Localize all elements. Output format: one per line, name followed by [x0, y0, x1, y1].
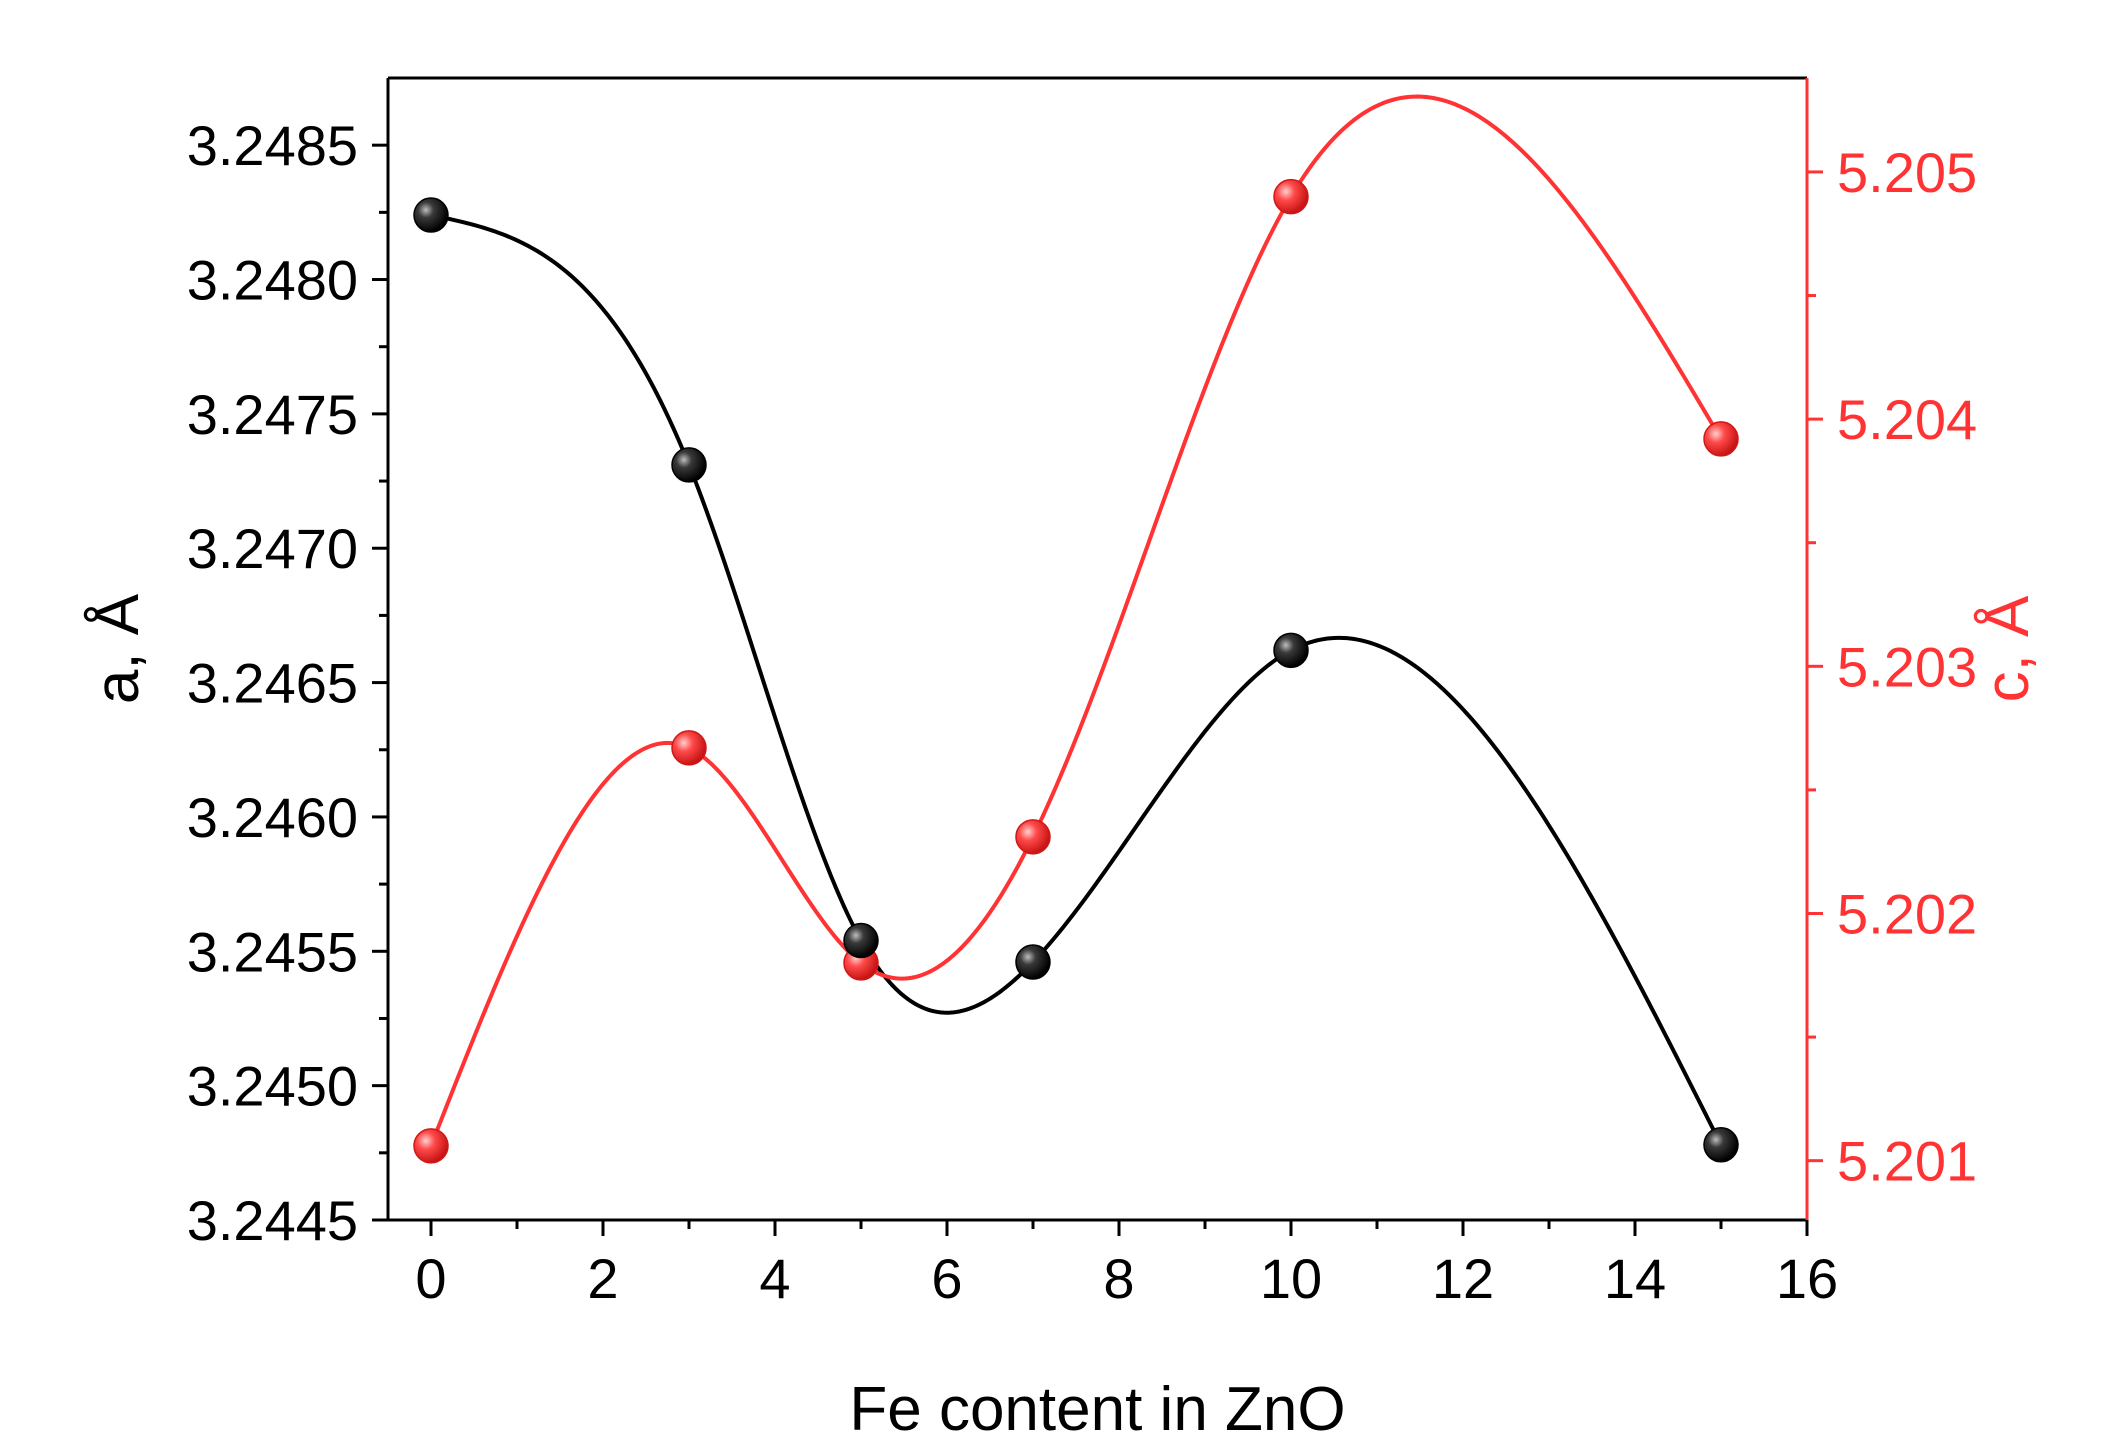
x-tick-label: 12 — [1432, 1247, 1494, 1310]
right-y-tick-label: 5.203 — [1837, 635, 1977, 698]
data-point-a — [843, 922, 879, 959]
left-y-tick-label: 3.2455 — [187, 920, 358, 983]
left-y-tick-label: 3.2465 — [187, 652, 358, 715]
left-y-tick-label: 3.2480 — [187, 249, 358, 312]
left-y-tick-label: 3.2450 — [187, 1055, 358, 1118]
x-tick-label: 16 — [1776, 1247, 1838, 1310]
x-tick-label: 8 — [1103, 1247, 1134, 1310]
data-point-a — [1703, 1127, 1739, 1163]
right-y-tick-label: 5.205 — [1837, 141, 1977, 204]
data-point-c — [1015, 819, 1051, 855]
x-axis-title: Fe content in ZnO — [849, 1375, 1345, 1437]
data-point-a — [1015, 944, 1051, 980]
x-tick-label: 0 — [415, 1247, 446, 1310]
series-line-a — [430, 213, 1723, 1146]
data-point-a — [671, 447, 707, 483]
left-y-tick-label: 3.2470 — [187, 517, 358, 580]
right-y-axis-title: c, Å — [1973, 595, 2042, 702]
left-y-tick-label: 3.2460 — [187, 786, 358, 849]
data-point-c — [671, 730, 707, 766]
x-tick-label: 4 — [759, 1247, 790, 1310]
left-y-tick-label: 3.2485 — [187, 114, 358, 177]
x-tick-label: 14 — [1604, 1247, 1666, 1310]
left-y-axis-title: a, Å — [83, 593, 152, 704]
data-point-c — [1273, 178, 1309, 215]
right-y-tick-label: 5.204 — [1837, 388, 1977, 451]
left-y-tick-label: 3.2475 — [187, 383, 358, 446]
data-point-c — [413, 1128, 449, 1164]
right-y-tick-label: 5.202 — [1837, 882, 1977, 945]
x-tick-label: 10 — [1260, 1247, 1322, 1310]
right-y-tick-label: 5.201 — [1837, 1130, 1977, 1193]
data-point-a — [1273, 632, 1309, 669]
data-point-c — [1703, 421, 1739, 457]
series-line-c — [429, 94, 1723, 1147]
x-tick-label: 6 — [931, 1247, 962, 1310]
x-tick-label: 2 — [587, 1247, 618, 1310]
left-y-tick-label: 3.2445 — [187, 1189, 358, 1252]
data-point-a — [413, 197, 449, 233]
